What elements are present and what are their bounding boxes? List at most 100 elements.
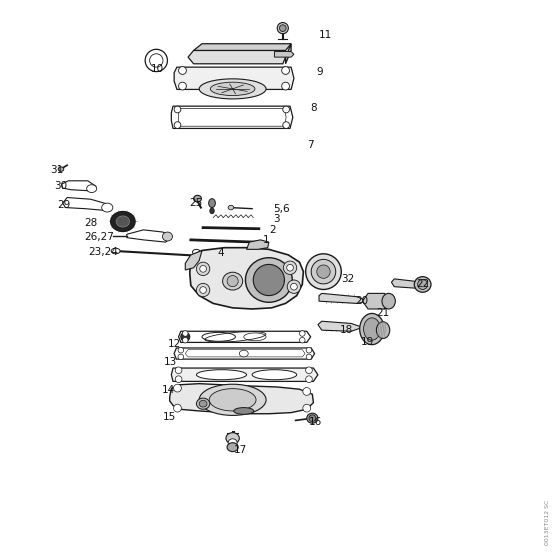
Ellipse shape <box>283 261 297 274</box>
Ellipse shape <box>309 415 316 422</box>
Ellipse shape <box>306 254 341 290</box>
Ellipse shape <box>150 54 163 67</box>
Ellipse shape <box>227 443 238 451</box>
Ellipse shape <box>282 82 290 90</box>
Ellipse shape <box>306 367 312 374</box>
Ellipse shape <box>175 367 182 374</box>
Ellipse shape <box>199 384 266 416</box>
Ellipse shape <box>228 439 237 447</box>
Ellipse shape <box>197 370 246 380</box>
Ellipse shape <box>300 331 305 336</box>
Polygon shape <box>246 240 269 249</box>
Polygon shape <box>170 384 314 414</box>
Ellipse shape <box>179 67 186 74</box>
Ellipse shape <box>183 331 188 336</box>
Text: 10: 10 <box>151 64 164 74</box>
Ellipse shape <box>227 276 238 287</box>
Ellipse shape <box>283 106 290 113</box>
Text: 19: 19 <box>361 338 374 347</box>
Text: 31: 31 <box>50 165 64 175</box>
Text: 4: 4 <box>218 248 224 258</box>
Ellipse shape <box>174 122 181 128</box>
Ellipse shape <box>283 122 290 128</box>
Ellipse shape <box>253 264 284 296</box>
Ellipse shape <box>179 82 186 90</box>
Ellipse shape <box>418 279 428 290</box>
Ellipse shape <box>210 208 214 214</box>
Ellipse shape <box>200 265 207 272</box>
Ellipse shape <box>197 262 210 276</box>
Ellipse shape <box>199 79 266 99</box>
Text: 25: 25 <box>190 198 203 208</box>
Ellipse shape <box>175 376 182 382</box>
Text: 21: 21 <box>376 309 389 319</box>
Ellipse shape <box>307 413 318 423</box>
Ellipse shape <box>174 404 181 412</box>
Ellipse shape <box>162 232 172 241</box>
Text: 28: 28 <box>84 218 97 228</box>
Polygon shape <box>274 52 294 57</box>
Text: 15: 15 <box>163 412 176 422</box>
Polygon shape <box>174 348 315 359</box>
Ellipse shape <box>279 25 286 31</box>
Ellipse shape <box>291 283 297 290</box>
Ellipse shape <box>317 265 330 278</box>
Ellipse shape <box>300 337 305 343</box>
Ellipse shape <box>306 376 312 382</box>
Text: 23,24: 23,24 <box>88 247 118 257</box>
Ellipse shape <box>223 272 242 290</box>
Ellipse shape <box>200 287 207 293</box>
Text: 30: 30 <box>54 181 67 192</box>
Ellipse shape <box>116 216 129 227</box>
Text: 14: 14 <box>162 385 175 395</box>
Ellipse shape <box>178 347 184 353</box>
Text: 3: 3 <box>273 214 280 223</box>
Ellipse shape <box>311 259 336 284</box>
Ellipse shape <box>174 384 181 392</box>
Ellipse shape <box>306 354 312 360</box>
Text: 11: 11 <box>319 30 332 40</box>
Ellipse shape <box>239 350 248 357</box>
Polygon shape <box>174 67 294 90</box>
Text: 32: 32 <box>341 274 354 284</box>
Text: 26,27: 26,27 <box>84 231 114 241</box>
Ellipse shape <box>145 49 167 72</box>
Polygon shape <box>318 321 362 332</box>
Ellipse shape <box>363 318 380 340</box>
Polygon shape <box>190 248 304 309</box>
Text: 20: 20 <box>355 296 368 306</box>
Ellipse shape <box>181 333 190 341</box>
Ellipse shape <box>209 389 256 411</box>
Ellipse shape <box>183 337 188 343</box>
Ellipse shape <box>102 203 113 212</box>
Polygon shape <box>391 279 422 288</box>
Ellipse shape <box>277 22 288 34</box>
Text: 1: 1 <box>263 235 270 245</box>
Text: 13: 13 <box>164 357 178 367</box>
Ellipse shape <box>382 293 395 309</box>
Ellipse shape <box>306 347 312 353</box>
Polygon shape <box>188 50 286 64</box>
Text: 18: 18 <box>340 325 353 335</box>
Text: 16: 16 <box>309 417 322 427</box>
Ellipse shape <box>376 322 390 338</box>
Polygon shape <box>194 44 291 50</box>
Polygon shape <box>63 198 110 211</box>
Polygon shape <box>171 106 293 128</box>
Text: 2: 2 <box>269 225 276 235</box>
Text: 22: 22 <box>417 279 430 290</box>
Ellipse shape <box>414 277 431 292</box>
Ellipse shape <box>234 408 254 414</box>
Ellipse shape <box>211 82 255 96</box>
Polygon shape <box>127 230 171 242</box>
Ellipse shape <box>87 185 97 193</box>
Ellipse shape <box>226 433 239 444</box>
Text: 29: 29 <box>57 200 71 210</box>
Ellipse shape <box>174 106 181 113</box>
Ellipse shape <box>287 280 301 293</box>
Ellipse shape <box>193 249 200 255</box>
Polygon shape <box>362 293 389 309</box>
Ellipse shape <box>282 67 290 74</box>
Ellipse shape <box>199 400 207 407</box>
Text: 9: 9 <box>316 67 323 77</box>
